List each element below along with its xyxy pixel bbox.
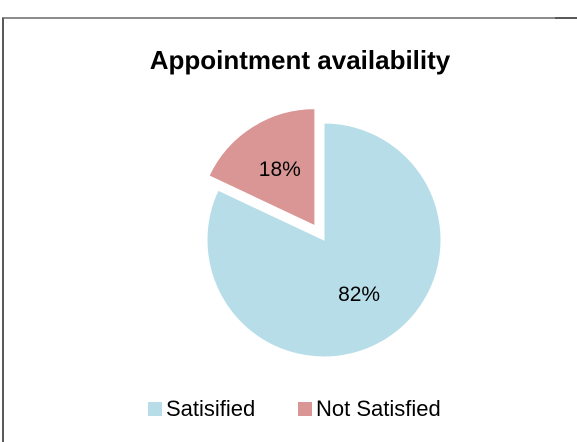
legend-label: Not Satisfied bbox=[316, 396, 441, 421]
pie-slice bbox=[208, 108, 316, 227]
chart-title: Appointment availability bbox=[150, 45, 451, 75]
legend-label: Satisified bbox=[166, 396, 255, 421]
legend-swatch bbox=[298, 402, 312, 416]
data-label: 82% bbox=[338, 283, 380, 306]
pie-slice bbox=[206, 122, 442, 358]
data-label: 18% bbox=[259, 158, 301, 181]
legend-swatch bbox=[148, 402, 162, 416]
